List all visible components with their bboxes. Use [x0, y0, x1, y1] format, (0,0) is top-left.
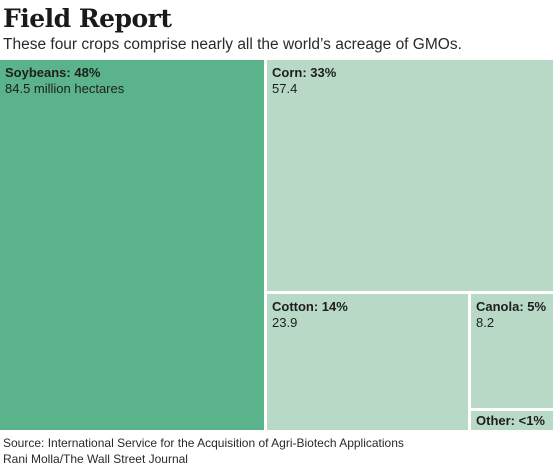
tile-label-soybeans: Soybeans: 48% — [5, 65, 101, 80]
credit-note: Rani Molla/The Wall Street Journal — [3, 452, 188, 466]
tile-corn: Corn: 33% 57.4 — [267, 60, 553, 291]
treemap: Soybeans: 48% 84.5 million hectares Corn… — [0, 60, 553, 430]
source-note: Source: International Service for the Ac… — [3, 436, 404, 450]
tile-label-corn: Corn: 33% — [272, 65, 337, 80]
tile-label-cotton: Cotton: 14% — [272, 299, 348, 314]
tile-label-other: Other: <1% — [476, 413, 545, 428]
chart-title: Field Report — [3, 4, 172, 33]
tile-value-corn: 57.4 — [272, 81, 298, 96]
tile-value-cotton: 23.9 — [272, 315, 298, 330]
tile-soybeans: Soybeans: 48% 84.5 million hectares — [0, 60, 264, 430]
tile-value-canola: 8.2 — [476, 315, 495, 330]
tile-value-soybeans: 84.5 million hectares — [5, 81, 125, 96]
chart-subtitle: These four crops comprise nearly all the… — [3, 36, 462, 53]
tile-other: Other: <1% — [471, 411, 553, 430]
tile-cotton: Cotton: 14% 23.9 — [267, 294, 468, 430]
tile-canola: Canola: 5% 8.2 — [471, 294, 553, 408]
tile-label-canola: Canola: 5% — [476, 299, 547, 314]
